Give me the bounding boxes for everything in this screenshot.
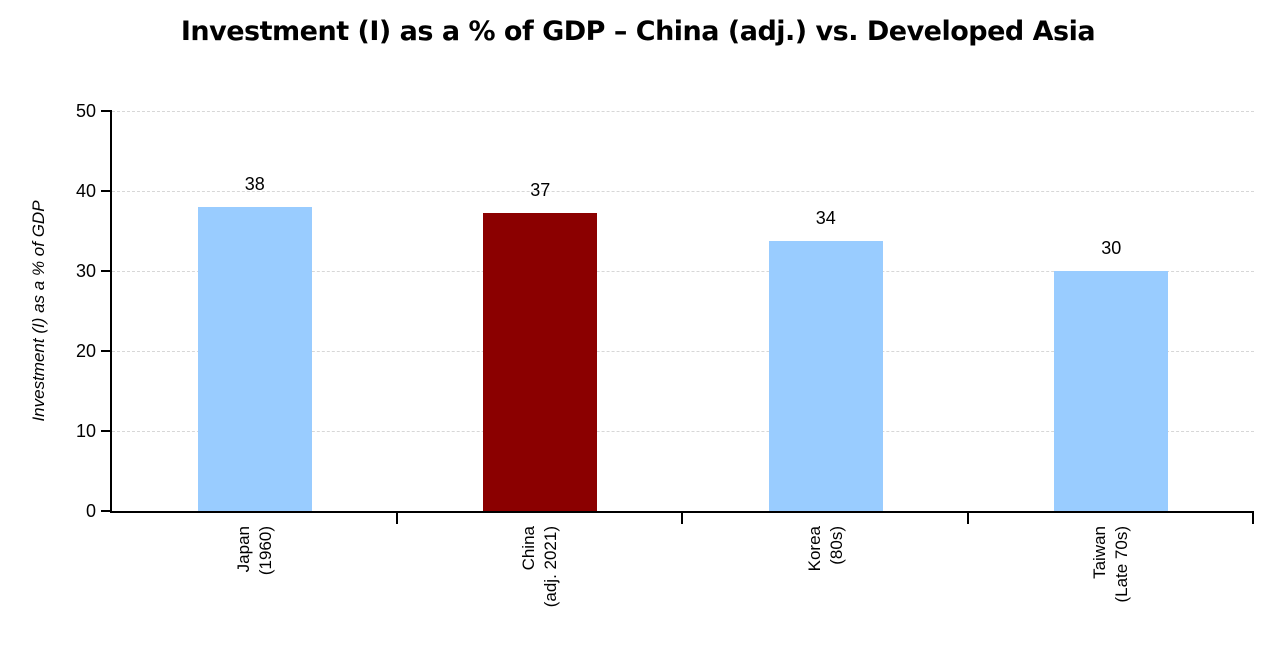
x-tick — [966, 513, 969, 524]
y-tick-label: 20 — [75, 341, 96, 361]
bar-value-label: 30 — [1101, 238, 1122, 258]
x-tick — [1252, 513, 1254, 524]
category-label-line2: (adj. 2021) — [541, 526, 561, 608]
category-label-line1: Japan — [233, 526, 253, 573]
bar — [197, 207, 312, 511]
category-label-line1: China — [519, 526, 539, 571]
category-label: Korea (80s) — [804, 526, 848, 654]
y-tick-label: 50 — [75, 101, 96, 121]
x-tick — [395, 513, 398, 524]
x-tick — [681, 513, 683, 524]
y-tick — [101, 430, 112, 432]
gridline — [112, 351, 1254, 352]
category-label-line1: Korea — [804, 526, 824, 572]
category-label-line2: (80s) — [826, 526, 846, 565]
gridline — [112, 191, 1254, 192]
y-tick — [101, 110, 112, 112]
category-label-line2: (1960) — [255, 526, 275, 576]
y-tick — [101, 350, 112, 352]
category-label: Taiwan (Late 70s) — [1089, 526, 1133, 654]
bar-value-label: 37 — [530, 179, 551, 200]
category-label-line2: (Late 70s) — [1112, 526, 1132, 603]
y-tick — [101, 190, 112, 192]
gridline — [112, 431, 1254, 432]
plot-area: 0 10 20 30 40 50 38 Japan (1960) 37 China (adj. 202… — [76, 101, 1254, 607]
chart-title: Investment (I) as a % of GDP – China (ad… — [180, 16, 1096, 47]
category-label: China (adj. 2021) — [518, 526, 562, 654]
y-tick-label: 40 — [75, 181, 96, 201]
gridline — [112, 271, 1254, 272]
bar-value-label: 34 — [815, 208, 836, 229]
y-tick-label: 0 — [85, 501, 96, 521]
gridline — [112, 111, 1254, 112]
bar — [768, 241, 883, 511]
y-tick — [101, 270, 112, 272]
y-tick-label: 30 — [75, 261, 96, 281]
y-tick-label: 10 — [75, 421, 96, 441]
bar — [1054, 271, 1169, 511]
y-axis-label: Investment (I) as a % of GDP — [29, 200, 48, 422]
y-tick — [101, 510, 112, 512]
category-label: Japan (1960) — [233, 526, 277, 654]
bar — [483, 212, 598, 511]
category-label-line1: Taiwan — [1090, 526, 1110, 579]
bar-value-label: 38 — [244, 174, 265, 194]
